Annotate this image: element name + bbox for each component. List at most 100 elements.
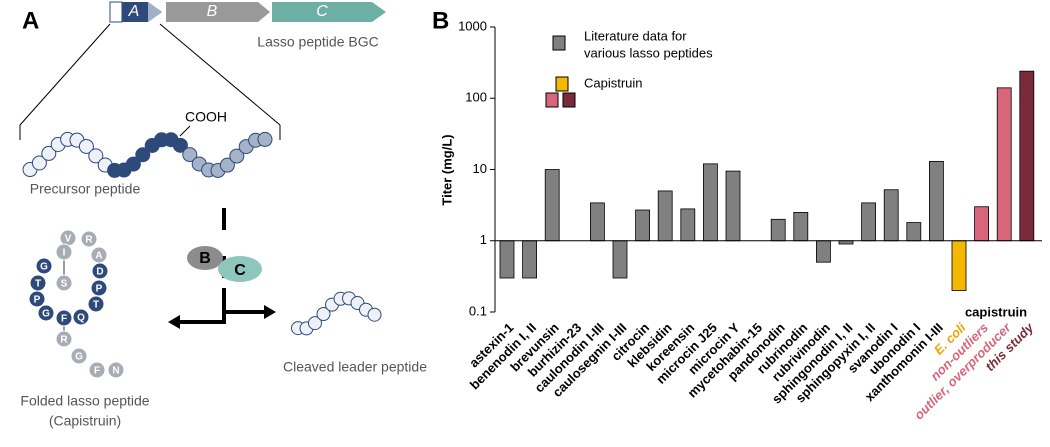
bar	[612, 240, 628, 279]
residue	[308, 316, 322, 331]
bar	[951, 240, 967, 291]
legend-label: various lasso peptides	[584, 45, 713, 60]
gene-label: C	[316, 3, 328, 20]
residue	[55, 330, 73, 348]
residue-label: F	[61, 314, 67, 325]
residue-label: S	[61, 279, 68, 290]
y-tick-label: 10	[473, 161, 487, 176]
gene-box	[109, 1, 123, 23]
gene-cluster: A B C Lasso peptide BGC	[19, 1, 386, 140]
legend-label: Capistruin	[584, 75, 643, 90]
residue	[316, 306, 331, 321]
enzyme-label: C	[234, 262, 246, 279]
bar	[544, 169, 560, 242]
residue	[87, 295, 105, 313]
bar	[793, 211, 809, 242]
residue	[55, 309, 73, 327]
bar	[590, 202, 605, 242]
y-axis-label: Titer (mg/L)	[439, 134, 454, 205]
precursor-chain	[22, 131, 273, 178]
y-tick-label: 0.1	[469, 303, 487, 318]
residue-label: G	[40, 262, 48, 273]
residue	[80, 230, 98, 248]
residue-label: R	[60, 335, 68, 346]
bar	[499, 240, 515, 279]
residue-label: T	[93, 300, 99, 311]
bar	[996, 87, 1012, 242]
residue	[91, 262, 109, 280]
folded-label: Folded lasso peptide	[20, 393, 149, 409]
residue	[367, 307, 382, 322]
gene-label: A	[128, 3, 140, 20]
residue-label: A	[95, 251, 102, 262]
residue	[219, 157, 235, 173]
bar	[974, 206, 989, 242]
residue	[135, 147, 151, 163]
residue	[107, 361, 125, 379]
residue-label: P	[96, 284, 103, 295]
residue-label: I	[63, 248, 66, 259]
enzyme	[187, 246, 223, 270]
bgc-label: Lasso peptide BGC	[257, 34, 378, 50]
gene-arrow	[272, 2, 386, 22]
y-tick-label: 1000	[458, 18, 487, 33]
bar	[883, 189, 899, 242]
enzyme	[218, 256, 262, 282]
cooh-pointer	[179, 125, 191, 137]
residue-label: R	[85, 235, 93, 246]
bar	[861, 202, 876, 242]
residue-label: G	[75, 352, 83, 363]
residue	[257, 131, 273, 147]
legend-swatch	[555, 76, 569, 92]
gene-arrow	[166, 2, 270, 22]
bar	[929, 160, 944, 242]
residue	[41, 145, 57, 161]
bar	[816, 240, 831, 263]
legend-swatch	[552, 35, 566, 51]
residue-label: F	[94, 366, 100, 377]
enzyme-label: B	[199, 250, 211, 267]
gene-label: B	[207, 3, 218, 20]
residue	[88, 148, 104, 164]
bar	[1019, 70, 1035, 242]
residue	[35, 257, 53, 275]
y-tick-label: 100	[465, 90, 487, 105]
residue	[72, 308, 90, 326]
residue	[125, 156, 141, 172]
precursor-label: Precursor peptide	[30, 181, 141, 197]
bar	[770, 218, 786, 242]
zoom-lines	[19, 23, 281, 140]
legend-swatch	[545, 92, 559, 108]
bar	[906, 222, 922, 242]
cooh-label: COOH	[185, 109, 227, 125]
leader-chain	[291, 291, 382, 336]
residue	[182, 147, 198, 163]
folded-label: (Capistruin)	[49, 413, 121, 429]
arrow-head	[168, 305, 276, 329]
residue-label: V	[65, 234, 72, 245]
residue	[88, 361, 106, 379]
bar	[657, 190, 673, 242]
group-label: capistruin	[965, 304, 1027, 319]
residue-label: P	[34, 295, 41, 306]
bar	[522, 240, 537, 279]
residue-label: T	[35, 279, 41, 290]
panel-letter: A	[22, 7, 39, 34]
residue-label: D	[96, 267, 103, 278]
bar	[680, 208, 696, 242]
residue	[55, 243, 73, 261]
legend-label: Literature data for	[584, 28, 687, 43]
residue	[37, 304, 55, 322]
process-arrow	[178, 288, 264, 324]
bar	[725, 170, 741, 242]
residue	[29, 274, 47, 292]
residue	[229, 148, 245, 164]
residue-label: G	[42, 309, 50, 320]
bar	[703, 163, 718, 242]
residue	[55, 274, 73, 292]
residue-label: Q	[77, 313, 85, 324]
y-tick-label: 1	[480, 232, 487, 247]
